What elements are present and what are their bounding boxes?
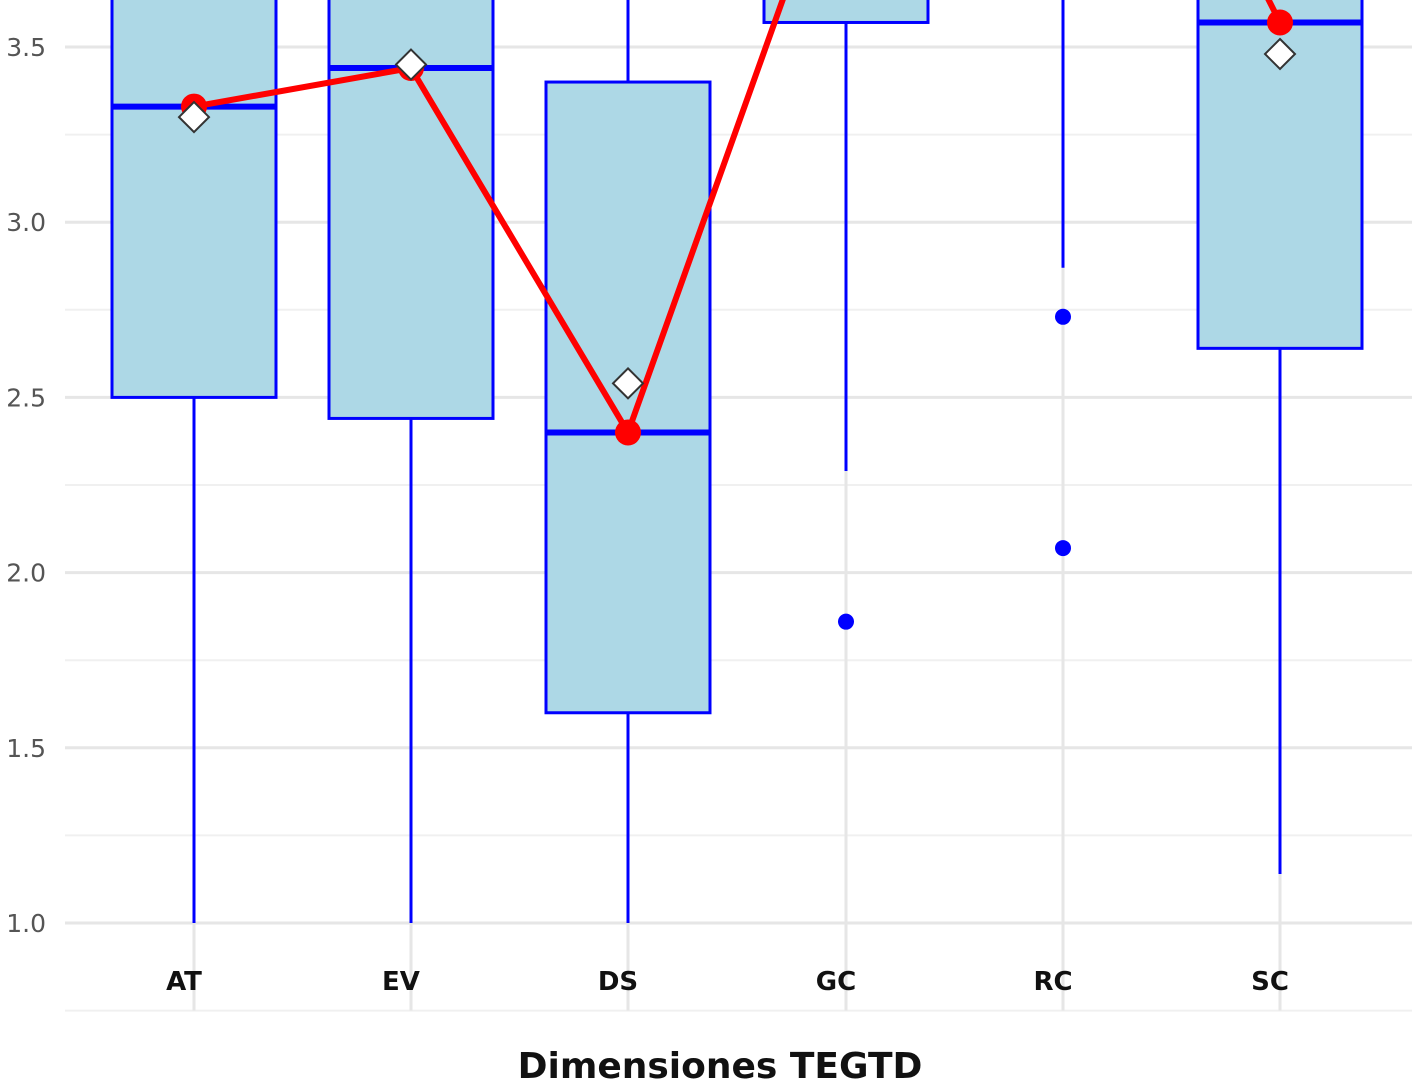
x-tick-label-gc: GC bbox=[816, 967, 856, 997]
y-tick-label: 2.0 bbox=[6, 559, 46, 588]
x-tick-label-sc: SC bbox=[1251, 967, 1289, 997]
y-tick-label: 1.0 bbox=[6, 909, 46, 938]
box-sc bbox=[1196, 0, 1364, 874]
box-gc bbox=[762, 0, 930, 630]
iqr-box bbox=[110, 0, 278, 399]
x-tick-label-rc: RC bbox=[1033, 967, 1072, 997]
median-connector-line bbox=[193, 0, 1283, 436]
y-tick-label: 1.5 bbox=[6, 734, 46, 763]
box-series bbox=[110, 0, 1364, 923]
x-axis-category-labels: AT EV DS GC RC SC bbox=[166, 967, 1289, 997]
x-tick-label-ev: EV bbox=[382, 967, 420, 997]
median-point bbox=[1267, 9, 1293, 36]
x-axis-title: Dimensiones TEGTD bbox=[518, 1046, 923, 1087]
y-tick-label: 2.5 bbox=[6, 383, 46, 412]
mean-diamond bbox=[1263, 37, 1297, 71]
median-point bbox=[615, 419, 641, 446]
box-ds bbox=[544, 0, 712, 923]
outlier-point bbox=[1055, 308, 1071, 325]
x-tick-label-ds: DS bbox=[598, 967, 638, 997]
mean-diamond bbox=[394, 48, 428, 81]
box-rc bbox=[1055, 0, 1071, 557]
box-at bbox=[110, 0, 278, 923]
mean-marker-series bbox=[177, 37, 1297, 400]
box-ev bbox=[327, 0, 495, 923]
outlier-point bbox=[1055, 540, 1071, 557]
y-axis-tick-labels: 1.01.52.02.53.03.54.04.55.05.56.0 bbox=[6, 33, 46, 938]
outlier-point bbox=[838, 613, 854, 630]
iqr-box bbox=[762, 0, 930, 24]
mean-diamond bbox=[611, 366, 645, 400]
x-tick-label-at: AT bbox=[166, 967, 202, 997]
y-tick-label: 3.5 bbox=[6, 33, 46, 62]
y-tick-label: 3.0 bbox=[6, 208, 46, 237]
mean-diamond bbox=[177, 100, 211, 134]
